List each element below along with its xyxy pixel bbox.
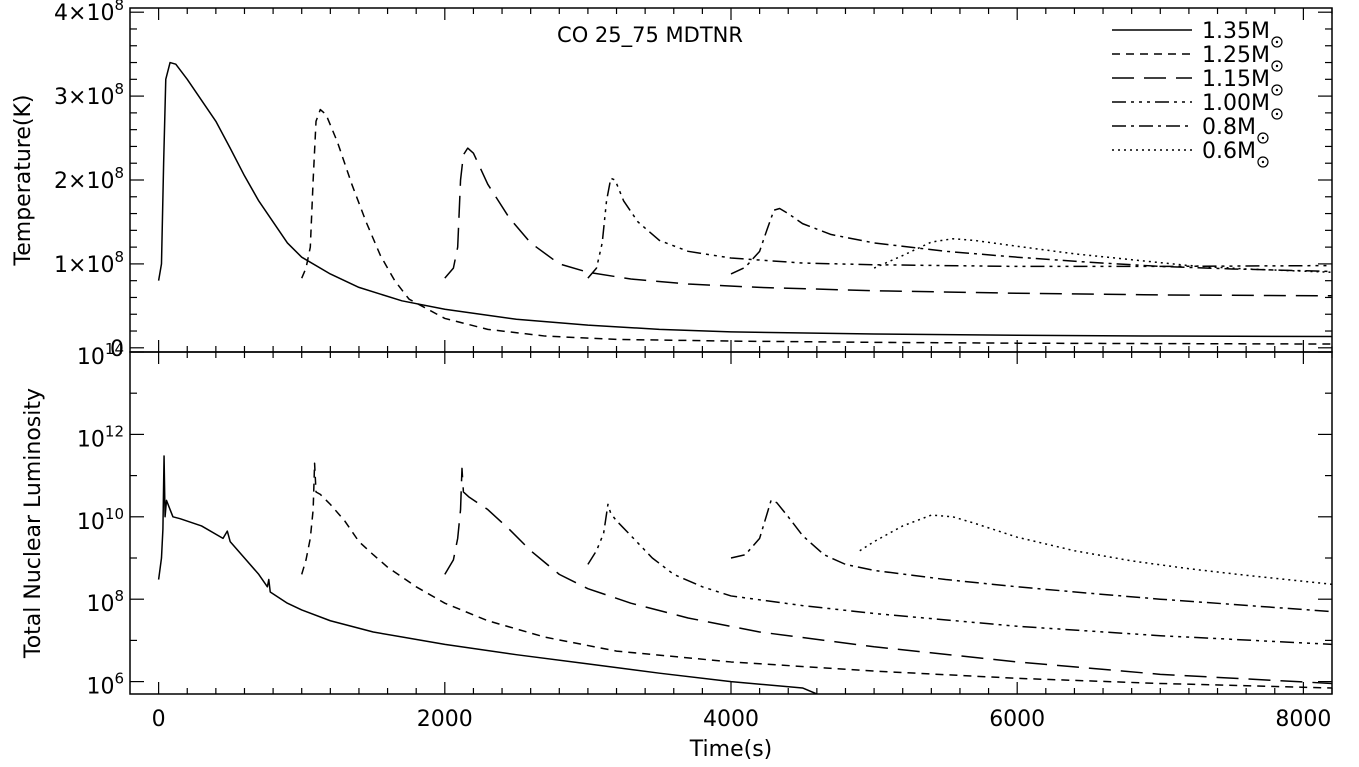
legend-entry-label: 1.00M bbox=[1202, 91, 1270, 116]
luminosity-series-line-0_8M bbox=[730, 499, 1332, 613]
solar-mass-icon bbox=[1257, 156, 1269, 168]
x-tick-label: 6000 bbox=[989, 707, 1045, 732]
top-y-tick-mantissa: 1×10 bbox=[54, 253, 114, 278]
top-y-tick-label: 4×108 bbox=[54, 0, 124, 26]
temperature-series-group bbox=[157, 61, 1332, 345]
bottom-y-tick-exponent: 12 bbox=[105, 422, 124, 440]
top-y-tick-exponent: 8 bbox=[114, 248, 124, 266]
legend-entry-label: 0.8M bbox=[1202, 115, 1256, 140]
solar-mass-icon-dot bbox=[1275, 112, 1279, 116]
bottom-y-tick-label: 1014 bbox=[77, 340, 124, 370]
temperature-series-line-0_8M bbox=[730, 207, 1332, 275]
bottom-y-tick-mantissa: 10 bbox=[77, 510, 105, 535]
top-y-axis-label: Temperature(K) bbox=[11, 95, 36, 267]
bottom-y-tick-mantissa: 10 bbox=[86, 675, 114, 700]
bottom-panel-frame bbox=[129, 351, 1333, 695]
top-y-tick-exponent: 8 bbox=[114, 0, 124, 14]
solar-mass-icon bbox=[1271, 60, 1283, 72]
top-y-tick-mantissa: 0 bbox=[110, 337, 124, 362]
solar-mass-icon bbox=[1271, 108, 1283, 120]
bottom-y-axis-label: Total Nuclear Luminosity bbox=[21, 388, 46, 659]
luminosity-series-group bbox=[157, 455, 1332, 694]
luminosity-series-line-1_15M bbox=[444, 467, 1332, 685]
chart-title: CO 25_75 MDTNR bbox=[557, 23, 743, 48]
top-panel-frame bbox=[129, 7, 1333, 353]
x-tick-label: 0 bbox=[152, 707, 166, 732]
legend-entry-label: 1.25M bbox=[1202, 43, 1270, 68]
legend-entry: 0.6M bbox=[1202, 139, 1256, 164]
solar-mass-icon-dot bbox=[1275, 88, 1279, 92]
temperature-series-line-0_6M bbox=[873, 237, 1332, 274]
bottom-y-tick-label: 1012 bbox=[77, 422, 124, 452]
top-y-tick-exponent: 8 bbox=[114, 164, 124, 182]
bottom-y-tick-exponent: 14 bbox=[105, 340, 124, 358]
top-y-tick-label: 1×108 bbox=[54, 248, 124, 278]
x-axis-label: Time(s) bbox=[689, 737, 772, 762]
top-y-tick-mantissa: 3×10 bbox=[54, 85, 114, 110]
solar-mass-icon-dot bbox=[1261, 160, 1265, 164]
temperature-series-line-1_35M bbox=[157, 61, 1332, 338]
solar-mass-icon bbox=[1257, 132, 1269, 144]
legend-entry: 1.25M bbox=[1202, 43, 1270, 68]
temperature-series-line-1_00M bbox=[587, 177, 1332, 279]
top-y-tick-mantissa: 2×10 bbox=[54, 169, 114, 194]
bottom-y-tick-mantissa: 10 bbox=[77, 427, 105, 452]
bottom-y-tick-label: 1010 bbox=[77, 505, 124, 535]
solar-mass-icon bbox=[1271, 36, 1283, 48]
solar-mass-icon-dot bbox=[1275, 40, 1279, 44]
legend-entry: 1.00M bbox=[1202, 91, 1270, 116]
bottom-y-tick-label: 108 bbox=[86, 587, 124, 617]
bottom-y-tick-label: 106 bbox=[86, 670, 124, 700]
top-y-tick-label: 0 bbox=[110, 337, 124, 362]
x-tick-label: 4000 bbox=[703, 707, 759, 732]
legend-entry: 0.8M bbox=[1202, 115, 1256, 140]
top-y-tick-label: 2×108 bbox=[54, 164, 124, 194]
top-y-tick-mantissa: 4×10 bbox=[54, 1, 114, 26]
temperature-series-line-1_15M bbox=[444, 147, 1332, 297]
bottom-y-tick-mantissa: 10 bbox=[86, 592, 114, 617]
x-tick-label: 8000 bbox=[1275, 707, 1331, 732]
luminosity-series-line-0_6M bbox=[859, 514, 1332, 586]
bottom-y-tick-exponent: 8 bbox=[114, 587, 124, 605]
top-y-tick-label: 3×108 bbox=[54, 80, 124, 110]
bottom-y-tick-exponent: 10 bbox=[105, 505, 124, 523]
legend-entry: 1.15M bbox=[1202, 67, 1270, 92]
solar-mass-icon-dot bbox=[1261, 136, 1265, 140]
legend-entry-label: 1.15M bbox=[1202, 67, 1270, 92]
solar-mass-icon bbox=[1271, 84, 1283, 96]
bottom-y-tick-mantissa: 10 bbox=[77, 345, 105, 370]
legend-entry: 1.35M bbox=[1202, 19, 1270, 44]
temperature-series-line-1_25M bbox=[301, 108, 1332, 345]
solar-mass-icon-dot bbox=[1275, 64, 1279, 68]
legend-entry-label: 0.6M bbox=[1202, 139, 1256, 164]
legend-entry-label: 1.35M bbox=[1202, 19, 1270, 44]
luminosity-series-line-1_25M bbox=[300, 462, 1332, 689]
x-tick-label: 2000 bbox=[417, 707, 473, 732]
top-y-tick-exponent: 8 bbox=[114, 80, 124, 98]
luminosity-series-line-1_35M bbox=[157, 455, 818, 694]
luminosity-series-line-1_00M bbox=[587, 503, 1332, 646]
bottom-y-tick-exponent: 6 bbox=[114, 670, 124, 688]
